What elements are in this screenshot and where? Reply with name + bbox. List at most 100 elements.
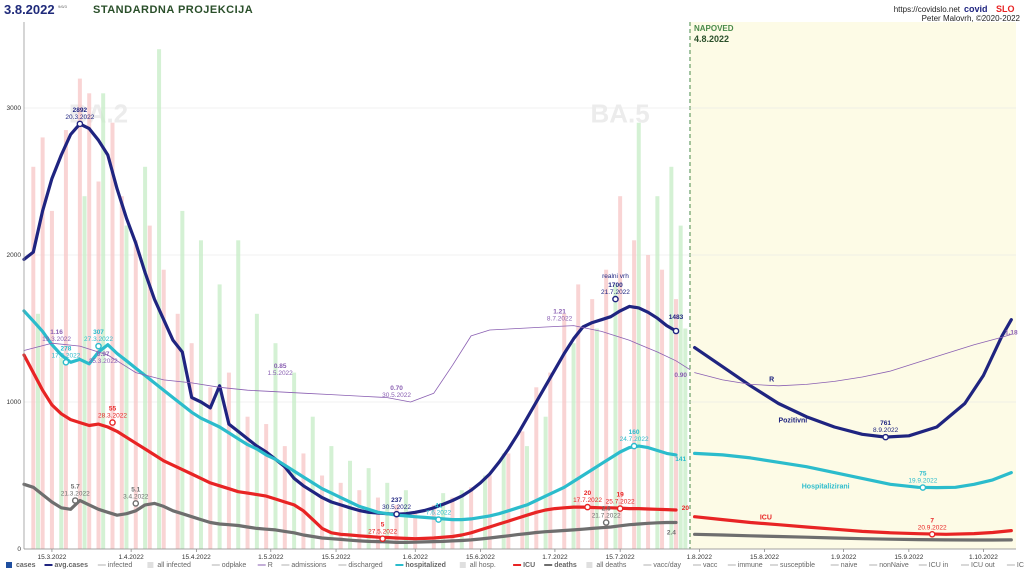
legend-entry: hospitalized bbox=[405, 562, 445, 569]
bar-cases bbox=[487, 475, 492, 549]
bar-cases bbox=[96, 181, 101, 549]
bar-hospitalized bbox=[655, 196, 660, 549]
y-tick-label: 0 bbox=[17, 546, 21, 553]
bar-hospitalized bbox=[143, 166, 148, 550]
legend-entry: vacc bbox=[703, 562, 718, 569]
x-tick-label: 1.8.2022 bbox=[687, 554, 713, 561]
x-tick-label: 15.8.2022 bbox=[750, 554, 779, 561]
bar-hospitalized bbox=[180, 210, 185, 549]
bar-cases bbox=[576, 284, 581, 549]
annotation-date: 30.5.2022 bbox=[382, 504, 411, 511]
annotation-value: 0.70 bbox=[390, 385, 403, 392]
annotation-date: 21.7.2022 bbox=[601, 289, 630, 296]
legend-entry: cases bbox=[16, 562, 36, 569]
annotation-marker bbox=[71, 497, 79, 504]
bar-cases bbox=[632, 240, 637, 550]
annotation-date: 30.5.2022 bbox=[382, 392, 411, 399]
bar-cases bbox=[548, 372, 553, 549]
bar-hospitalized bbox=[157, 49, 162, 549]
bar-cases bbox=[520, 431, 525, 549]
bar-cases bbox=[133, 240, 138, 550]
bar-hospitalized bbox=[59, 357, 64, 549]
annotation-marker bbox=[109, 419, 116, 426]
series-line-hospitalizirani-forecast- bbox=[692, 451, 1013, 490]
bar-hospitalized bbox=[403, 490, 408, 549]
bar-cases bbox=[161, 269, 166, 549]
bar-cases bbox=[245, 416, 250, 549]
brand-slo: SLO bbox=[996, 4, 1015, 14]
header-date: 3.8.2022 bbox=[4, 2, 55, 17]
forecast-label: NAPOVED bbox=[694, 24, 734, 33]
annotation-value: 1.21 bbox=[553, 309, 566, 316]
annotation-date: 24.7.2022 bbox=[620, 436, 649, 443]
bar-hospitalized bbox=[678, 225, 683, 549]
legend-entry: all infected bbox=[157, 562, 191, 569]
value-label: 0.90 bbox=[674, 372, 687, 379]
brand-covid: covid bbox=[964, 4, 988, 14]
x-tick-label: 1.10.2022 bbox=[969, 554, 998, 561]
bar-cases bbox=[147, 225, 152, 549]
annotation-value: 7 bbox=[930, 517, 934, 524]
annotation-date: 3.4.2022 bbox=[123, 493, 149, 500]
series-label: Hospitalizirani bbox=[802, 484, 850, 491]
bar-cases bbox=[301, 453, 306, 549]
bar-cases bbox=[63, 130, 68, 550]
x-tick-label: 15.5.2022 bbox=[322, 554, 351, 561]
x-tick-label: 15.6.2022 bbox=[466, 554, 495, 561]
x-tick-label: 1.9.2022 bbox=[831, 554, 857, 561]
bar-hospitalized bbox=[273, 343, 278, 549]
x-tick-label: 15.4.2022 bbox=[182, 554, 211, 561]
bar-hospitalized bbox=[198, 240, 203, 550]
annotation-value: 237 bbox=[391, 497, 402, 504]
chart-title: STANDARDNA PROJEKCIJA bbox=[93, 4, 253, 16]
legend-entry: ICU in bbox=[929, 562, 949, 569]
annotation-marker bbox=[630, 442, 638, 450]
annotation-marker bbox=[616, 505, 624, 512]
legend-entry: avg.cases bbox=[55, 562, 89, 569]
bar-cases bbox=[119, 196, 124, 549]
bar-cases bbox=[618, 196, 623, 549]
annotation-marker bbox=[132, 500, 140, 507]
series-label: ICU bbox=[760, 515, 772, 522]
bar-hospitalized bbox=[82, 196, 87, 549]
bar-hospitalized bbox=[594, 328, 599, 549]
legend-entry: infected bbox=[108, 562, 133, 569]
bar-cases bbox=[175, 313, 180, 549]
annotation-date: 27.5.2022 bbox=[368, 529, 397, 536]
legend-entry: discharged bbox=[348, 562, 382, 569]
annotation-value: 19 bbox=[617, 492, 625, 499]
bar-cases bbox=[590, 299, 595, 549]
x-tick-label: 1.6.2022 bbox=[403, 554, 429, 561]
header-date-suffix: 9/6/3 bbox=[58, 4, 68, 9]
annotation-marker bbox=[882, 433, 889, 441]
bar-cases bbox=[562, 313, 567, 549]
value-label: 1.18 bbox=[1005, 329, 1018, 336]
bar-cases bbox=[604, 269, 609, 549]
annotation-value: 1.16 bbox=[50, 329, 63, 336]
bar-hospitalized bbox=[501, 453, 506, 549]
annotation-marker bbox=[379, 535, 386, 543]
forecast-date: 4.8.2022 bbox=[694, 34, 729, 44]
bar-cases bbox=[31, 166, 36, 550]
bar-cases bbox=[87, 93, 92, 550]
bar-cases bbox=[208, 387, 213, 549]
annotation-date: 17.7.2022 bbox=[573, 497, 602, 504]
legend-swatch bbox=[459, 562, 466, 568]
legend-entry: deaths bbox=[554, 562, 577, 569]
legend-entry: susceptible bbox=[780, 562, 815, 569]
annotation-marker bbox=[602, 519, 610, 526]
source-url[interactable]: https://covidslo.net bbox=[894, 5, 961, 14]
annotation-date: 25.7.2022 bbox=[606, 499, 635, 506]
annotation-marker bbox=[584, 503, 591, 511]
bar-hospitalized bbox=[35, 313, 40, 549]
bar-cases bbox=[506, 453, 511, 549]
bar-cases bbox=[534, 387, 539, 549]
annotation-value: 41 bbox=[435, 503, 443, 510]
bar-cases bbox=[226, 372, 231, 549]
annotation-date: 1.5.2022 bbox=[267, 370, 293, 377]
annotation-marker bbox=[95, 342, 102, 350]
bar-cases bbox=[338, 482, 343, 549]
bar-cases bbox=[413, 512, 418, 549]
bar-cases bbox=[110, 122, 115, 549]
legend-entry: odpłake bbox=[222, 562, 247, 569]
